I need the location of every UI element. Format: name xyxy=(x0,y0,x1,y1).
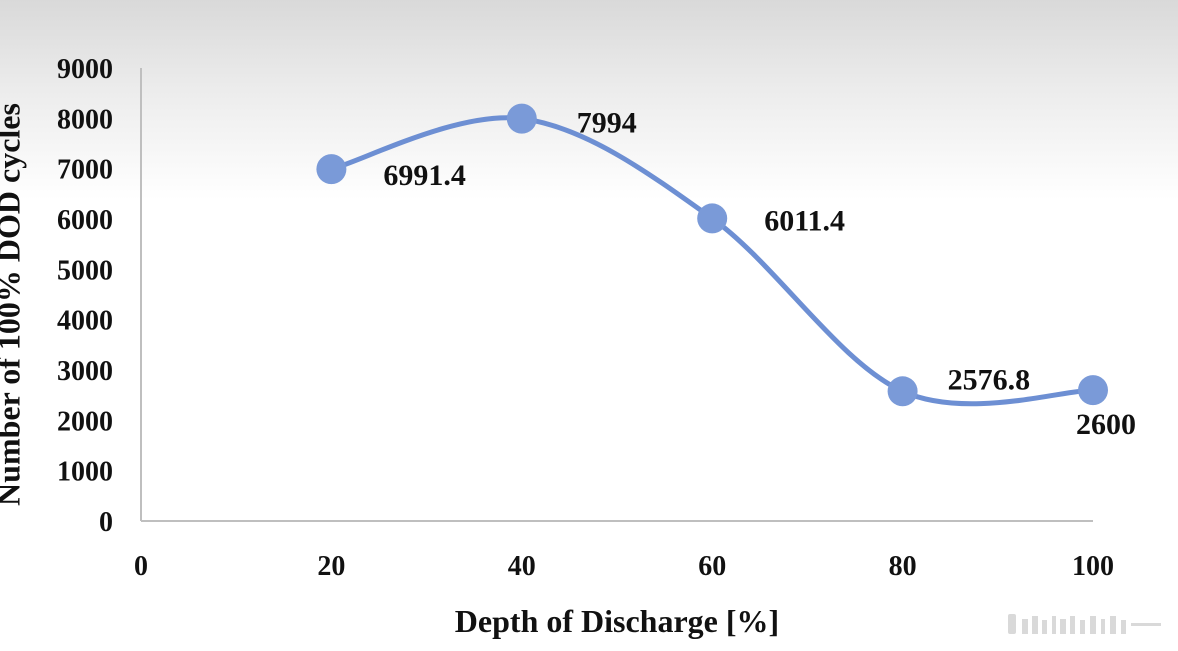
y-tick-label: 8000 xyxy=(57,104,113,135)
x-axis-title: Depth of Discharge [%] xyxy=(455,603,779,639)
data-point xyxy=(1078,375,1108,406)
y-tick-label: 3000 xyxy=(57,356,113,387)
data-point xyxy=(697,203,728,234)
x-tick-label: 60 xyxy=(698,551,726,582)
data-point xyxy=(887,376,918,407)
data-label: 7994 xyxy=(577,107,637,140)
y-axis: 0 1000 2000 3000 4000 5000 6000 7000 8000 9000 xyxy=(57,54,142,538)
x-tick-label: 100 xyxy=(1072,551,1114,582)
data-label: 6011.4 xyxy=(764,204,845,237)
data-labels: 6991.4 7994 6011.4 2576.8 2600 xyxy=(383,107,1136,441)
y-tick-labels: 0 1000 2000 3000 4000 5000 6000 7000 8000 9000 xyxy=(57,54,113,538)
y-tick-label: 5000 xyxy=(57,255,113,286)
x-tick-label: 20 xyxy=(317,551,345,582)
y-axis-title: Number of 100% DOD cycles xyxy=(0,103,26,506)
y-tick-label: 2000 xyxy=(57,406,113,437)
data-label: 2600 xyxy=(1076,408,1136,441)
data-label: 2576.8 xyxy=(948,363,1031,396)
data-label: 6991.4 xyxy=(383,159,466,192)
x-tick-labels: 0 20 40 60 80 100 xyxy=(134,551,1114,582)
y-tick-label: 4000 xyxy=(57,306,113,337)
watermark-logo xyxy=(1008,614,1161,634)
x-tick-label: 40 xyxy=(508,551,536,582)
data-point xyxy=(316,154,347,185)
y-tick-label: 0 xyxy=(99,507,113,538)
x-tick-label: 0 xyxy=(134,551,148,582)
y-tick-label: 1000 xyxy=(57,457,113,488)
data-markers xyxy=(316,103,1108,407)
y-tick-label: 9000 xyxy=(57,54,113,85)
y-tick-label: 7000 xyxy=(57,155,113,186)
x-axis: 0 20 40 60 80 100 xyxy=(134,520,1114,582)
data-point xyxy=(506,103,537,134)
x-tick-label: 80 xyxy=(889,551,917,582)
y-tick-label: 6000 xyxy=(57,205,113,236)
